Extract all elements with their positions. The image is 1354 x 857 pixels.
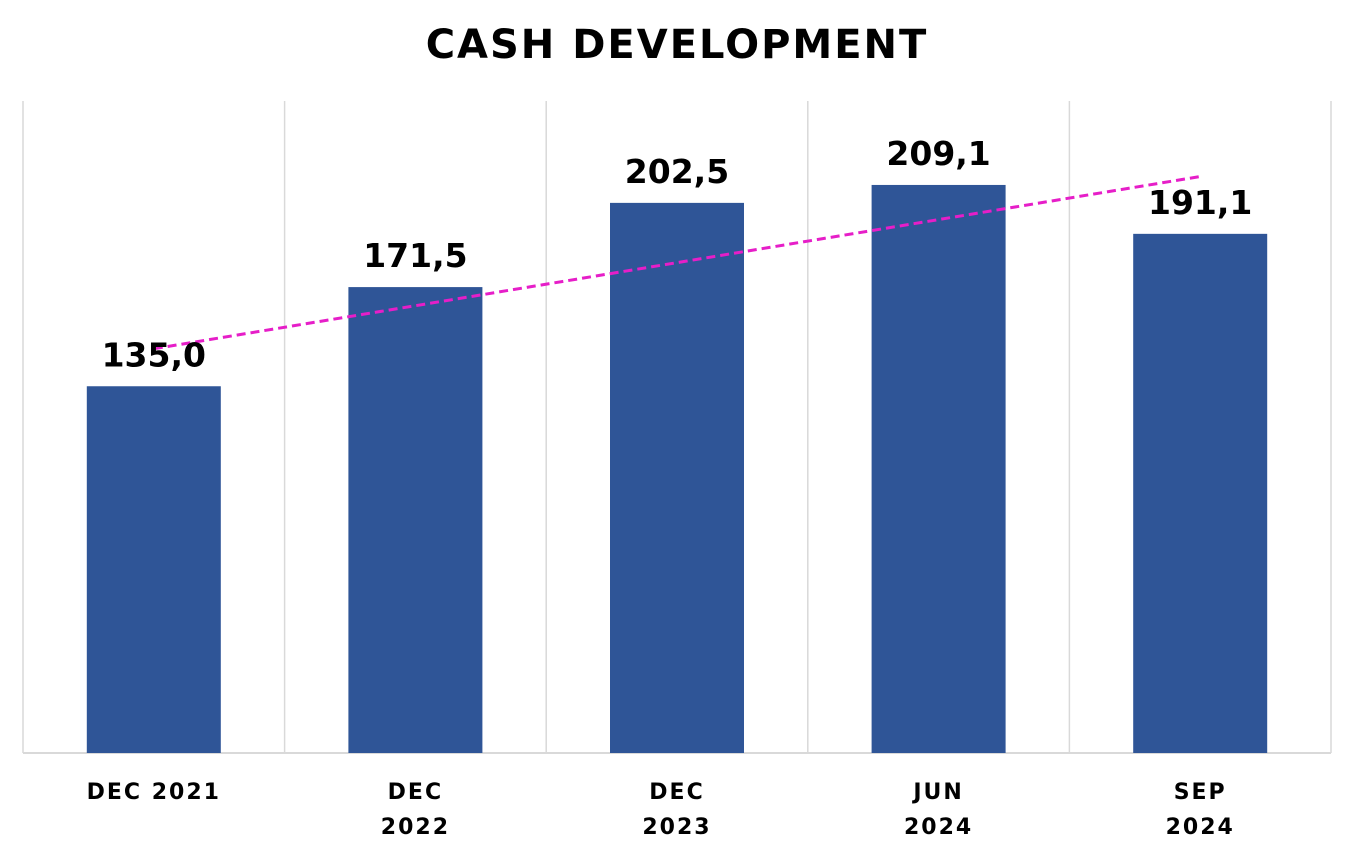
x-tick-label: 2024 xyxy=(1166,815,1235,840)
trendline xyxy=(153,175,1201,351)
data-labels: 135,0 171,5 202,5 209,1 191,1 xyxy=(102,134,1253,374)
data-label: 135,0 xyxy=(102,335,206,374)
bar xyxy=(348,287,483,753)
trendline-layer xyxy=(153,175,1201,351)
data-label: 191,1 xyxy=(1148,183,1252,222)
chart-title: CASH DEVELOPMENT xyxy=(425,22,929,68)
x-axis-ticks: DEC 2021 DEC 2022 DEC 2023 JUN 2024 SEP 2024 xyxy=(87,780,1235,840)
bar xyxy=(871,184,1006,753)
x-tick-label: DEC xyxy=(649,780,704,805)
bars xyxy=(86,184,1268,754)
x-tick-label: JUN xyxy=(911,780,963,805)
bar xyxy=(610,202,744,753)
data-label: 202,5 xyxy=(625,152,729,191)
x-tick-label: 2022 xyxy=(381,815,450,840)
bar xyxy=(86,386,221,753)
data-label: 209,1 xyxy=(886,134,990,173)
x-tick-label: 2023 xyxy=(642,815,711,840)
x-tick-label: DEC xyxy=(388,780,443,805)
x-tick-label: SEP xyxy=(1174,780,1227,805)
x-tick-label: DEC 2021 xyxy=(87,780,221,805)
bar xyxy=(1133,233,1268,754)
x-tick-label: 2024 xyxy=(904,815,973,840)
data-label: 171,5 xyxy=(363,236,467,275)
